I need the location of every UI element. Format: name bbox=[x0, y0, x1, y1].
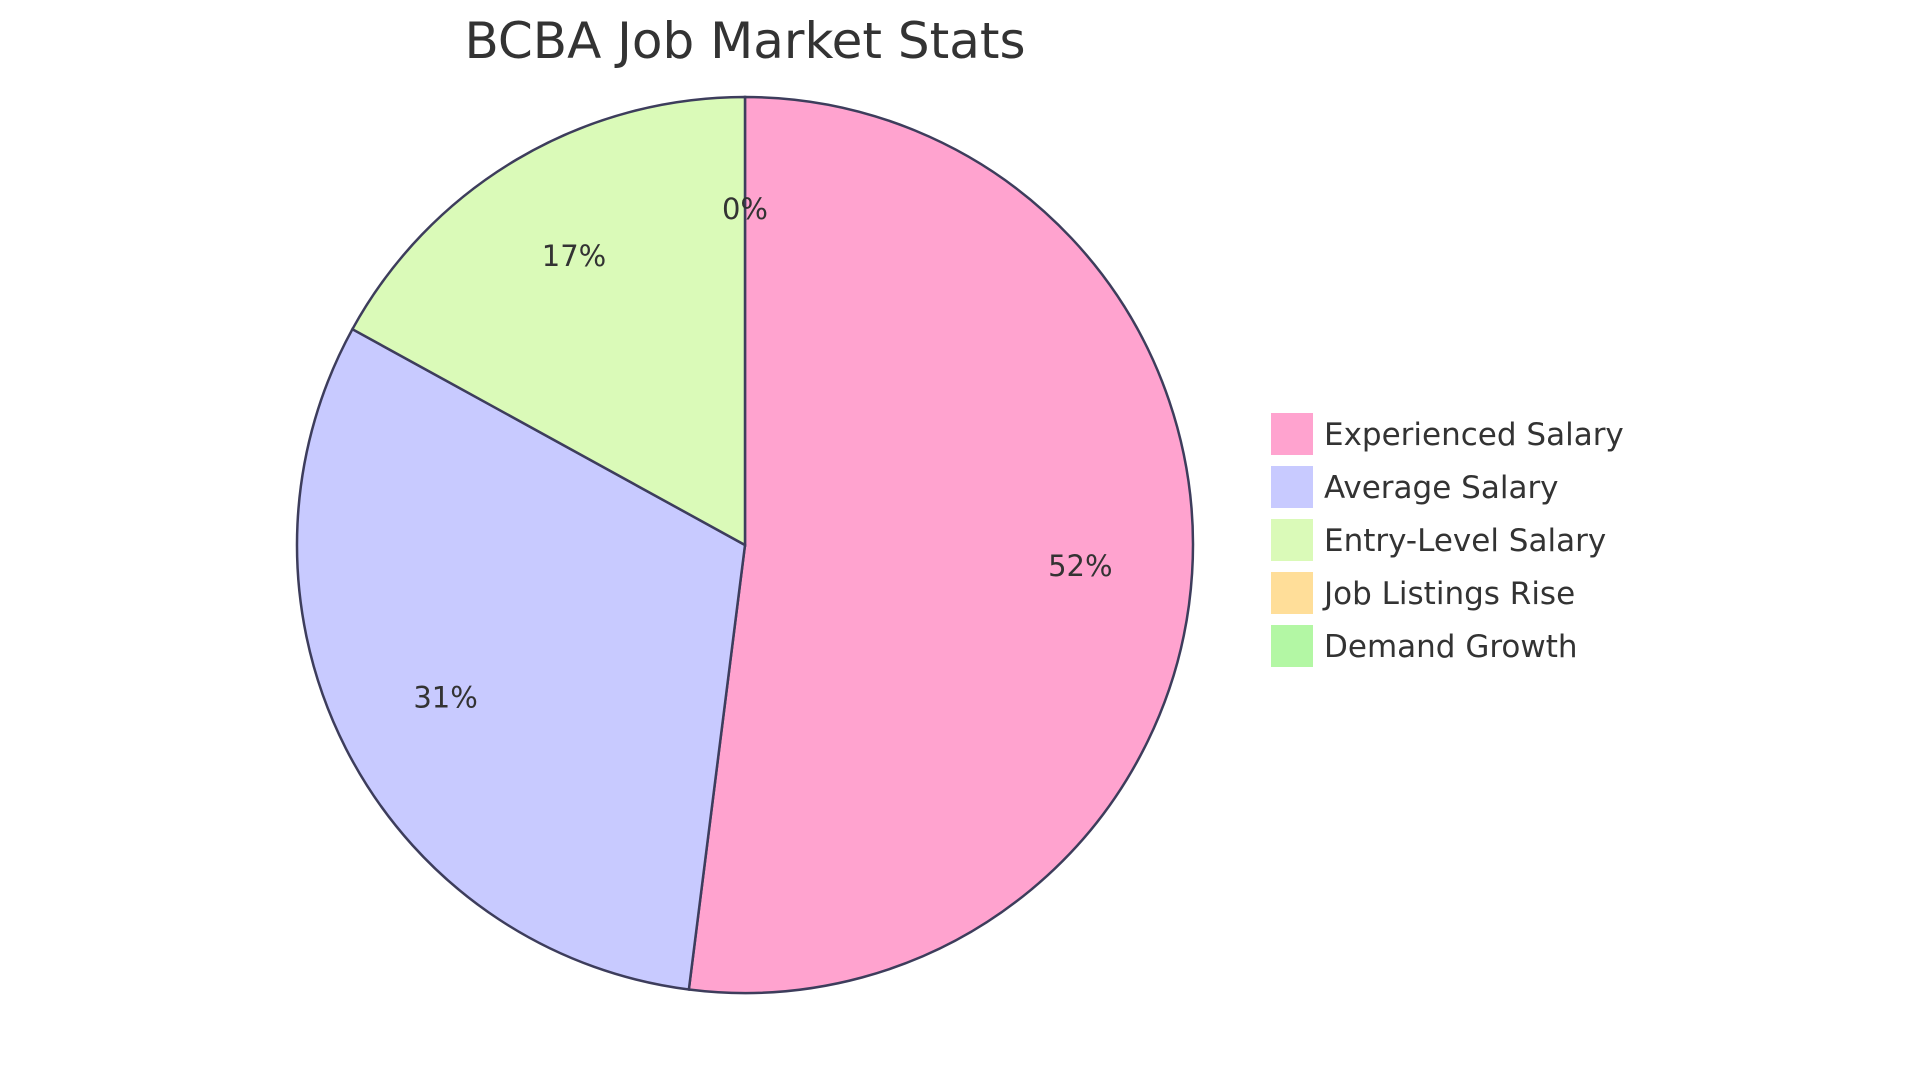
legend: Experienced Salary Average Salary Entry-Le… bbox=[1269, 411, 1624, 669]
legend-swatch-average-salary bbox=[1269, 464, 1315, 510]
pie-slice-experienced-salary bbox=[687, 95, 1195, 995]
legend-label-demand-growth: Demand Growth bbox=[1324, 629, 1578, 665]
legend-swatch-entry-level-salary bbox=[1269, 517, 1315, 563]
chart-title: BCBA Job Market Stats bbox=[464, 12, 1025, 70]
legend-swatch-experienced-salary bbox=[1269, 411, 1315, 457]
legend-label-experienced-salary: Experienced Salary bbox=[1324, 417, 1624, 453]
pie-slice-average-salary bbox=[295, 327, 747, 991]
slice-label-entry-level-salary: 17% bbox=[542, 239, 606, 273]
legend-label-average-salary: Average Salary bbox=[1324, 470, 1559, 506]
pie-slice-entry-level-salary bbox=[350, 95, 747, 548]
pie-slice-labels: 52% 31% 17% 0% bbox=[413, 192, 1112, 715]
legend-label-job-listings-rise: Job Listings Rise bbox=[1322, 576, 1575, 612]
legend-swatch-demand-growth bbox=[1269, 623, 1315, 669]
slice-label-experienced-salary: 52% bbox=[1048, 549, 1112, 583]
legend-label-entry-level-salary: Entry-Level Salary bbox=[1324, 523, 1606, 559]
slice-label-average-salary: 31% bbox=[413, 681, 477, 715]
legend-swatch-job-listings-rise bbox=[1269, 570, 1315, 616]
slice-label-job-listings-rise: 0% bbox=[722, 192, 768, 226]
pie-slices bbox=[295, 95, 1195, 995]
